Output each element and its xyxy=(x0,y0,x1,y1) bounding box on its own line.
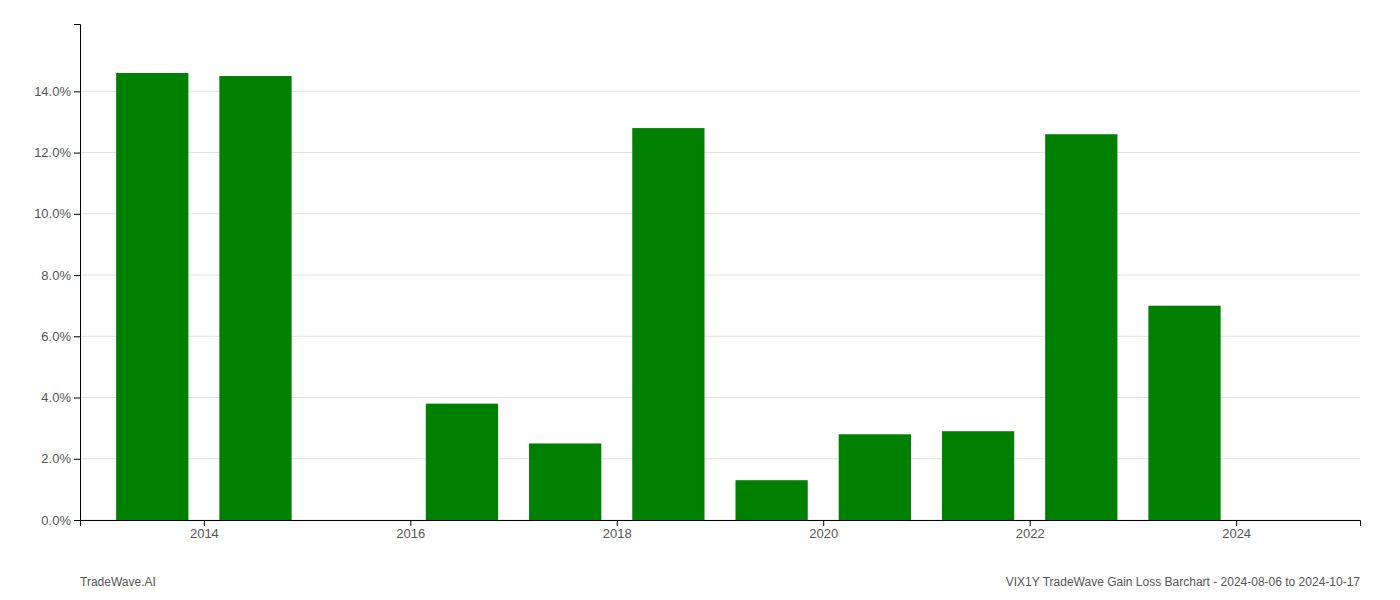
y-tick-mark xyxy=(74,336,80,337)
y-tick-label: 12.0% xyxy=(34,145,71,160)
y-tick: 10.0% xyxy=(34,206,80,221)
x-tick-mark xyxy=(204,520,205,526)
x-tick-label: 2020 xyxy=(809,526,838,541)
y-tick-mark xyxy=(74,520,80,521)
x-tick-label: 2016 xyxy=(396,526,425,541)
y-tick-mark xyxy=(74,153,80,154)
bar xyxy=(632,128,704,520)
y-tick: 8.0% xyxy=(41,268,80,283)
x-tick-label: 2024 xyxy=(1222,526,1251,541)
x-axis-line xyxy=(81,521,1361,527)
y-tick-mark xyxy=(74,275,80,276)
x-tick: 2024 xyxy=(1222,520,1251,541)
x-tick-label: 2014 xyxy=(190,526,219,541)
y-tick-mark xyxy=(74,459,80,460)
y-tick-mark xyxy=(74,214,80,215)
footer-text: TradeWave.AI xyxy=(80,575,156,589)
chart-svg: 2014 2016 2018 2020 2022 2024 0.0% 2.0% 4.0% 6.0%… xyxy=(0,0,1400,600)
bar xyxy=(116,73,188,520)
x-axis: 2014 2016 2018 2020 2022 2024 xyxy=(81,520,1361,541)
x-tick-label: 2022 xyxy=(1016,526,1045,541)
y-tick-label: 10.0% xyxy=(34,206,71,221)
bar xyxy=(1045,134,1117,520)
bar xyxy=(942,431,1014,520)
y-axis: 0.0% 2.0% 4.0% 6.0% 8.0% 10.0% 12.0% 14.0% xyxy=(34,25,80,528)
y-tick: 14.0% xyxy=(34,84,80,99)
x-tick-mark xyxy=(1030,520,1031,526)
bar xyxy=(1148,306,1220,520)
y-tick-label: 14.0% xyxy=(34,84,71,99)
bar xyxy=(219,76,291,520)
y-tick-label: 2.0% xyxy=(41,451,71,466)
y-tick-mark xyxy=(74,398,80,399)
bars xyxy=(116,73,1221,520)
x-tick-label: 2018 xyxy=(603,526,632,541)
plot-area: 2014 2016 2018 2020 2022 2024 0.0% 2.0% 4.0% 6.0%… xyxy=(34,25,1360,542)
bar xyxy=(735,480,807,520)
bar xyxy=(839,434,911,520)
footer: TradeWave.AI VIX1Y TradeWave Gain Loss Ba… xyxy=(80,575,1360,589)
y-tick-label: 0.0% xyxy=(41,513,71,528)
footer-text: VIX1Y TradeWave Gain Loss Barchart - 202… xyxy=(1006,575,1361,589)
x-tick: 2020 xyxy=(809,520,838,541)
y-tick: 12.0% xyxy=(34,145,80,160)
x-tick: 2016 xyxy=(396,520,425,541)
y-tick-mark xyxy=(74,91,80,92)
bar xyxy=(529,443,601,520)
y-tick: 4.0% xyxy=(41,390,80,405)
bar xyxy=(426,404,498,520)
x-tick-mark xyxy=(823,520,824,526)
y-tick-label: 8.0% xyxy=(41,268,71,283)
x-tick: 2022 xyxy=(1016,520,1045,541)
y-tick-label: 4.0% xyxy=(41,390,71,405)
x-tick-mark xyxy=(617,520,618,526)
y-tick: 0.0% xyxy=(41,513,80,528)
x-tick-mark xyxy=(410,520,411,526)
x-tick: 2018 xyxy=(603,520,632,541)
x-tick: 2014 xyxy=(190,520,219,541)
y-tick: 6.0% xyxy=(41,329,80,344)
x-tick-mark xyxy=(1236,520,1237,526)
y-tick-label: 6.0% xyxy=(41,329,71,344)
y-axis-line xyxy=(74,25,81,521)
y-tick: 2.0% xyxy=(41,451,80,466)
